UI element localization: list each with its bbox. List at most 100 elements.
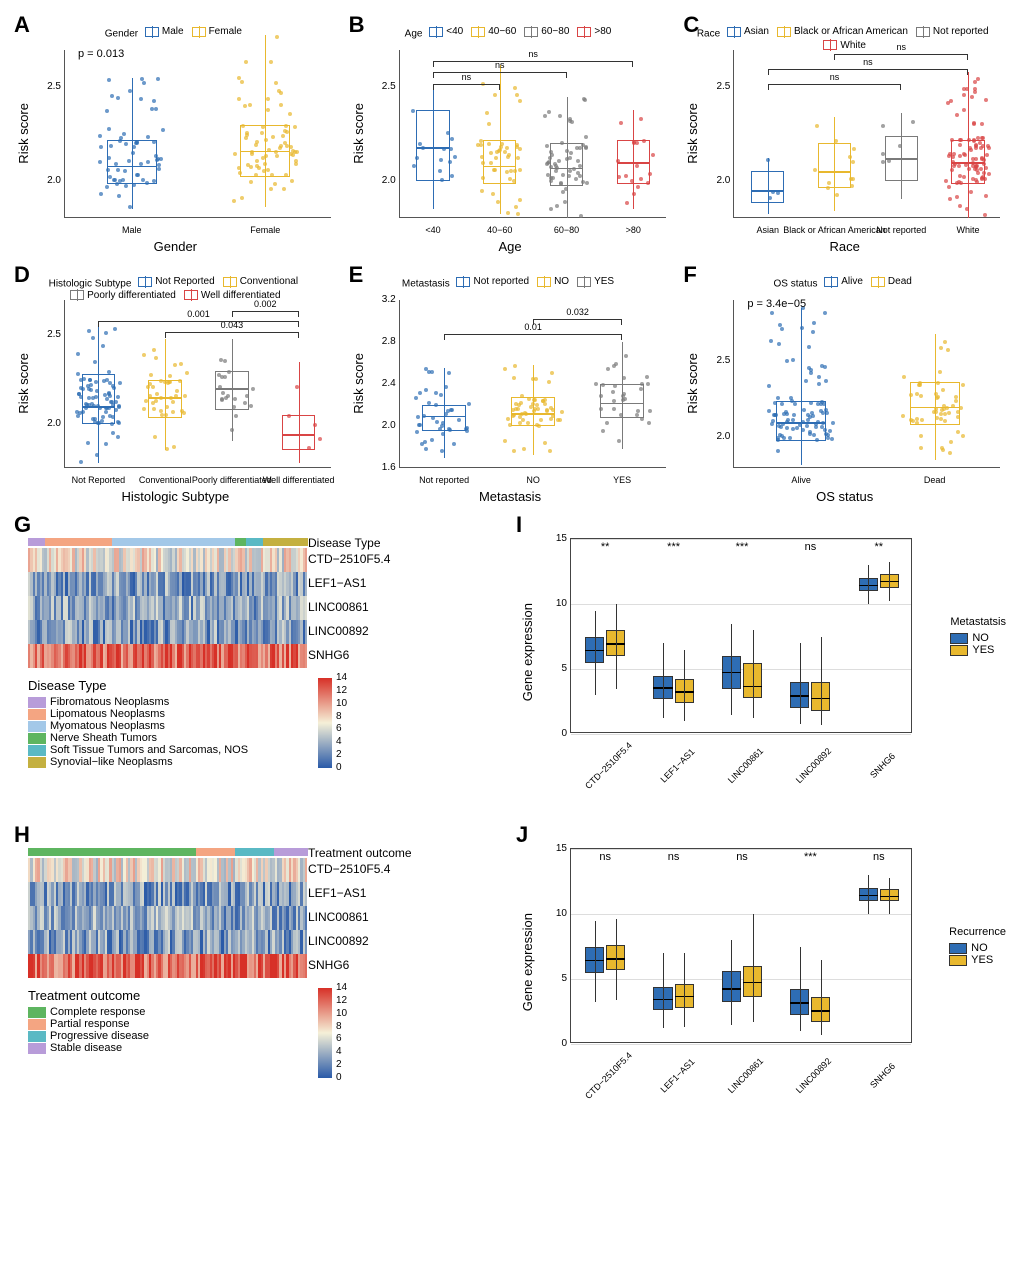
significance-label: ns: [528, 49, 538, 59]
x-tick: Asian: [756, 225, 779, 235]
box: [818, 143, 851, 188]
y-tick: 10: [541, 908, 567, 919]
legend-item: Myomatous Neoplasms: [28, 720, 248, 732]
significance-label: ***: [804, 851, 817, 863]
legend-item: Alive: [824, 276, 863, 287]
y-tick: 2.0: [704, 431, 730, 442]
legend-item: White: [823, 40, 866, 51]
panel-c: CRace AsianBlack or African AmericanNot …: [677, 8, 1012, 258]
x-tick: LINC00861: [726, 746, 765, 785]
legend-item: Not reported: [916, 26, 989, 37]
significance-label: ns: [896, 42, 906, 52]
y-axis-label: Gene expression: [520, 603, 535, 701]
significance-label: 0.001: [187, 309, 210, 319]
legend-item: Black or African American: [777, 26, 908, 37]
y-axis-label: Risk score: [16, 353, 31, 414]
y-tick: 15: [541, 533, 567, 544]
legend-item: <40: [429, 26, 463, 37]
legend-item: Male: [145, 26, 184, 37]
legend-item: Nerve Sheath Tumors: [28, 732, 248, 744]
x-axis-label: Histologic Subtype: [8, 489, 343, 504]
heatmap-row-label: LEF1−AS1: [308, 576, 366, 590]
colorbar-tick: 8: [336, 711, 342, 722]
heatmap-row-label: SNHG6: [308, 958, 349, 972]
legend-item: YES: [577, 276, 614, 287]
x-tick: Female: [250, 225, 280, 235]
legend-item: YES: [950, 644, 1006, 656]
heatmap-legend: Disease TypeFibromatous NeoplasmsLipomat…: [28, 678, 248, 768]
x-axis-label: Metastasis: [343, 489, 678, 504]
y-tick: 10: [541, 598, 567, 609]
panel-e: EMetastasis Not reportedNOYES1.62.02.42.…: [343, 258, 678, 508]
panel-a: AGender MaleFemale2.02.5MaleFemaleRisk s…: [8, 8, 343, 258]
x-tick: CTD−2510F5.4: [583, 740, 634, 791]
legend-item: Not Reported: [138, 276, 214, 287]
panel-label: J: [516, 822, 528, 848]
legend-item: Conventional: [223, 276, 298, 287]
legend: Race AsianBlack or African AmericanNot r…: [677, 26, 1012, 53]
panel-d: DHistologic Subtype Not ReportedConventi…: [8, 258, 343, 508]
x-tick: Alive: [791, 475, 811, 485]
significance-label: ns: [805, 541, 817, 553]
legend-item: Synovial−like Neoplasms: [28, 756, 248, 768]
y-axis-label: Risk score: [351, 103, 366, 164]
legend: OS status AliveDead: [677, 276, 1012, 290]
heatmap-row-label: LINC00892: [308, 624, 369, 638]
legend-item: Stable disease: [28, 1042, 149, 1054]
plot-area: 2.02.5AliveDead: [733, 300, 1000, 468]
colorbar-tick: 10: [336, 1008, 347, 1019]
y-axis-label: Risk score: [16, 103, 31, 164]
colorbar: [318, 678, 332, 768]
plot-area: 2.02.5<4040−6060−80>80nsnsns: [399, 50, 666, 218]
x-tick: >80: [626, 225, 641, 235]
significance-label: **: [601, 541, 610, 553]
significance-label: ***: [667, 541, 680, 553]
legend-item: NO: [950, 632, 1006, 644]
x-tick: LINC00892: [794, 1056, 833, 1095]
y-tick: 2.8: [370, 336, 396, 347]
heatmap-row-label: LINC00892: [308, 934, 369, 948]
legend: RecurrenceNOYES: [949, 926, 1006, 966]
plot-area: 2.02.5MaleFemale: [64, 50, 331, 218]
colorbar-tick: 0: [336, 1072, 342, 1083]
heatmap-row-label: LINC00861: [308, 910, 369, 924]
significance-label: ***: [736, 541, 749, 553]
x-tick: Black or African American: [783, 225, 886, 235]
y-tick: 15: [541, 843, 567, 854]
x-tick: Well differentiated: [263, 475, 335, 485]
significance-label: ns: [830, 72, 840, 82]
heatmap-row-label: LINC00861: [308, 600, 369, 614]
y-tick: 5: [541, 973, 567, 984]
significance-label: 0.032: [566, 307, 589, 317]
x-tick: NO: [526, 475, 540, 485]
x-tick: Dead: [924, 475, 946, 485]
legend-item: YES: [949, 954, 1006, 966]
colorbar-tick: 12: [336, 995, 347, 1006]
legend-item: NO: [537, 276, 569, 287]
plot-area: 1.62.02.42.83.2Not reportedNOYES0.010.03…: [399, 300, 666, 468]
legend-item: Lipomatous Neoplasms: [28, 708, 248, 720]
colorbar-tick: 0: [336, 762, 342, 773]
panel-label: G: [14, 512, 31, 538]
legend: MetastatsisNOYES: [950, 616, 1006, 656]
heatmap-legend: Treatment outcomeComplete responsePartia…: [28, 988, 149, 1054]
heatmap-topbar-label: Treatment outcome: [308, 846, 412, 860]
panel-label: H: [14, 822, 30, 848]
legend: Age <4040−6060−80>80: [343, 26, 678, 40]
significance-label: ns: [873, 851, 885, 863]
legend-item: Progressive disease: [28, 1030, 149, 1042]
y-tick: 2.0: [35, 175, 61, 186]
x-tick: SNHG6: [868, 1061, 897, 1090]
y-tick: 2.0: [35, 418, 61, 429]
significance-label: ns: [863, 57, 873, 67]
x-tick: Conventional: [139, 475, 192, 485]
x-tick: Not Reported: [72, 475, 126, 485]
legend-item: Soft Tissue Tumors and Sarcomas, NOS: [28, 744, 248, 756]
heatmap-row-label: LEF1−AS1: [308, 886, 366, 900]
x-tick: White: [956, 225, 979, 235]
plot-area: 2.02.5AsianBlack or African AmericanNot …: [733, 50, 1000, 218]
y-axis-label: Gene expression: [520, 913, 535, 1011]
legend-item: NO: [949, 942, 1006, 954]
x-tick: <40: [425, 225, 440, 235]
colorbar: [318, 988, 332, 1078]
